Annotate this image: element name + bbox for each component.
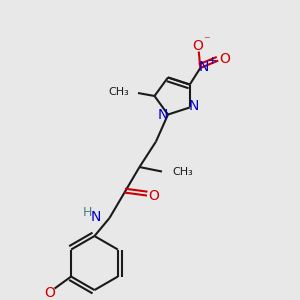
Text: N: N bbox=[199, 59, 209, 74]
Text: O: O bbox=[192, 38, 203, 52]
Text: O: O bbox=[44, 286, 55, 300]
Text: N: N bbox=[91, 209, 101, 224]
Text: N: N bbox=[158, 107, 168, 122]
Text: +: + bbox=[208, 56, 218, 66]
Text: O: O bbox=[148, 188, 159, 203]
Text: ⁻: ⁻ bbox=[203, 34, 210, 47]
Text: O: O bbox=[219, 52, 230, 66]
Text: CH₃: CH₃ bbox=[172, 167, 193, 176]
Text: H: H bbox=[83, 206, 92, 219]
Text: CH₃: CH₃ bbox=[108, 86, 129, 97]
Text: N: N bbox=[189, 99, 200, 113]
